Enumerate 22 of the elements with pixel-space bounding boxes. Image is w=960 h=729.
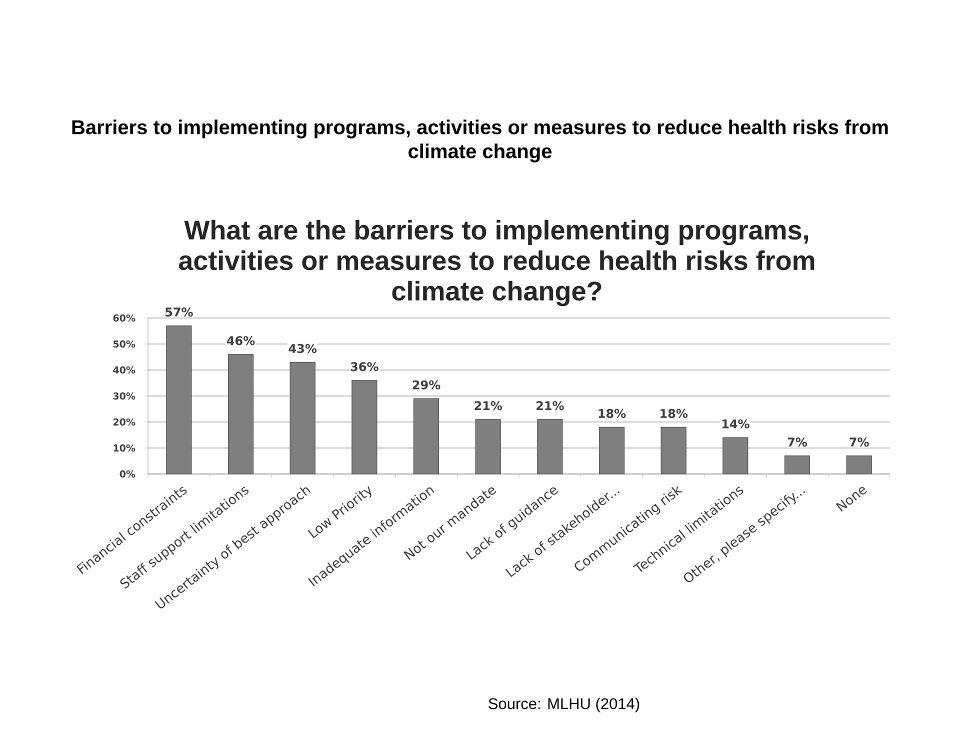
data-label: 7% bbox=[850, 438, 869, 447]
y-tick-label: 50% bbox=[113, 340, 136, 348]
y-tick-label: 40% bbox=[113, 366, 136, 374]
chart-subtitle: What are the barriers to implementing programs, activities or measures to reduce health risks from climate change? bbox=[178, 220, 814, 306]
data-label: 21% bbox=[474, 401, 502, 410]
data-label: 36% bbox=[350, 362, 378, 372]
chart-title: Barriers to implementing programs, activities or measures to reduce health risks from climate change bbox=[72, 120, 888, 162]
data-label: 21% bbox=[536, 401, 564, 410]
y-tick-label: 10% bbox=[114, 444, 136, 452]
y-tick-label: 30% bbox=[113, 392, 136, 400]
data-label: 57% bbox=[165, 308, 193, 317]
y-tick-label: 0% bbox=[120, 470, 136, 478]
data-label: 18% bbox=[660, 408, 688, 418]
data-label: 29% bbox=[412, 380, 440, 390]
data-label: 46% bbox=[226, 336, 255, 346]
data-label: 43% bbox=[288, 344, 317, 354]
source-note: Source: MLHU (2014) bbox=[488, 698, 640, 712]
y-tick-label: 20% bbox=[113, 418, 136, 426]
data-label: 18% bbox=[598, 408, 626, 418]
y-tick-label: 60% bbox=[113, 314, 136, 322]
data-label: 7% bbox=[788, 438, 808, 447]
data-label: 14% bbox=[722, 419, 750, 428]
